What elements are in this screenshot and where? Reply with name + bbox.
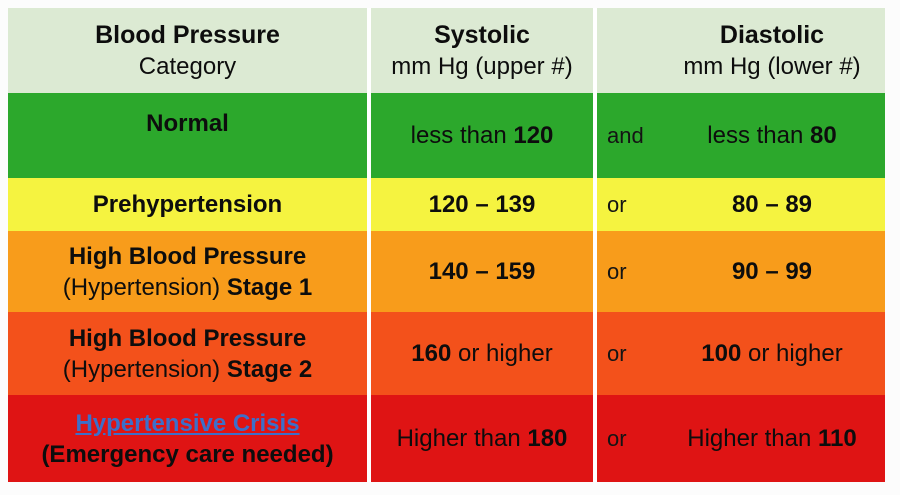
diastolic-value-segment: 80 bbox=[810, 121, 837, 149]
connector-word: or bbox=[607, 340, 627, 366]
header-systolic-line2: mm Hg (upper #) bbox=[391, 52, 573, 80]
connector-word: or bbox=[607, 191, 627, 217]
category-subtitle-segment: (Hypertension) bbox=[62, 273, 227, 301]
header-diastolic-line1: Diastolic bbox=[719, 20, 825, 49]
diastolic-value-segment: 80 – 89 bbox=[731, 190, 813, 218]
systolic-value-cell-row-5: Higher than 180 bbox=[371, 395, 593, 482]
diastolic-value: 80 – 89 bbox=[659, 190, 885, 220]
systolic-value: 120 – 139 bbox=[429, 190, 536, 220]
diastolic-cell-row-4: or 100 or higher bbox=[597, 312, 885, 395]
category-subtitle: (Emergency care needed) bbox=[41, 439, 333, 470]
systolic-value-segment: 160 bbox=[411, 339, 452, 367]
category-subtitle-segment: Stage 2 bbox=[226, 355, 313, 383]
category-subtitle: (Hypertension) Stage 2 bbox=[63, 354, 312, 385]
diastolic-cell-row-5: or Higher than 110 bbox=[597, 395, 885, 482]
systolic-value-cell-row-1: less than 120 bbox=[371, 93, 593, 178]
diastolic-value: Higher than 110 bbox=[659, 424, 885, 454]
systolic-value-cell-row-2: 120 – 139 bbox=[371, 178, 593, 231]
header-systolic-cell: Systolic mm Hg (upper #) bbox=[371, 8, 593, 93]
systolic-value: less than 120 bbox=[411, 121, 554, 151]
category-cell-row-4: High Blood Pressure (Hypertension) Stage … bbox=[8, 312, 367, 395]
systolic-value: 160 or higher bbox=[411, 339, 552, 369]
diastolic-value-segment: 90 – 99 bbox=[731, 257, 813, 285]
connector-word: or bbox=[607, 425, 627, 451]
systolic-value-segment: 120 bbox=[513, 121, 554, 149]
diastolic-value: less than 80 bbox=[659, 121, 885, 151]
systolic-value-segment: 140 – 159 bbox=[428, 257, 536, 285]
systolic-value-segment: or higher bbox=[451, 339, 553, 367]
diastolic-cell-row-2: or 80 – 89 bbox=[597, 178, 885, 231]
diastolic-value: 90 – 99 bbox=[659, 257, 885, 287]
diastolic-value-segment: less than bbox=[707, 121, 811, 149]
header-category-line2: Category bbox=[138, 52, 237, 80]
systolic-value-segment: 180 bbox=[527, 424, 568, 452]
systolic-value-cell-row-4: 160 or higher bbox=[371, 312, 593, 395]
header-diastolic-line2: mm Hg (lower #) bbox=[683, 52, 861, 80]
category-subtitle-segment: (Emergency care needed) bbox=[41, 440, 334, 468]
diastolic-cell-row-1: and less than 80 bbox=[597, 93, 885, 178]
category-cell-row-2: Prehypertension bbox=[8, 178, 367, 231]
connector-word: and bbox=[607, 122, 644, 148]
category-cell-row-5: Hypertensive Crisis (Emergency care neede… bbox=[8, 395, 367, 482]
category-title: Prehypertension bbox=[92, 191, 283, 218]
systolic-value: Higher than 180 bbox=[397, 424, 568, 454]
diastolic-value-segment: 110 bbox=[818, 424, 857, 452]
category-subtitle: (Hypertension) Stage 1 bbox=[63, 272, 312, 303]
header-category-cell: Blood Pressure Category bbox=[8, 8, 367, 93]
systolic-value-segment: less than bbox=[410, 121, 514, 149]
diastolic-value-segment: Higher than bbox=[687, 424, 819, 452]
header-diastolic-cell: Diastolic mm Hg (lower #) bbox=[597, 8, 885, 93]
header-category-line1: Blood Pressure bbox=[95, 20, 280, 49]
systolic-value-segment: 120 – 139 bbox=[428, 190, 536, 218]
connector-word: or bbox=[607, 258, 627, 284]
bp-table: Blood Pressure Category Systolic mm Hg (… bbox=[8, 8, 885, 482]
hypertensive-crisis-link[interactable]: Hypertensive Crisis bbox=[75, 409, 300, 437]
systolic-value-cell-row-3: 140 – 159 bbox=[371, 231, 593, 312]
category-subtitle-segment: (Hypertension) bbox=[62, 355, 227, 383]
category-title: Normal bbox=[146, 110, 229, 137]
category-cell-row-3: High Blood Pressure (Hypertension) Stage … bbox=[8, 231, 367, 312]
category-subtitle-segment: Stage 1 bbox=[226, 273, 313, 301]
diastolic-value: 100 or higher bbox=[659, 339, 885, 369]
diastolic-value-segment: or higher bbox=[741, 339, 843, 367]
header-systolic-line1: Systolic bbox=[434, 20, 530, 49]
diastolic-value-segment: 100 bbox=[701, 339, 742, 367]
category-title: High Blood Pressure bbox=[68, 324, 307, 352]
diastolic-cell-row-3: or 90 – 99 bbox=[597, 231, 885, 312]
category-cell-row-1: Normal bbox=[8, 93, 367, 178]
category-title: High Blood Pressure bbox=[68, 242, 307, 270]
header-diastolic-stack: Diastolic mm Hg (lower #) bbox=[659, 19, 885, 83]
systolic-value-segment: Higher than bbox=[396, 424, 528, 452]
systolic-value: 140 – 159 bbox=[429, 257, 536, 287]
